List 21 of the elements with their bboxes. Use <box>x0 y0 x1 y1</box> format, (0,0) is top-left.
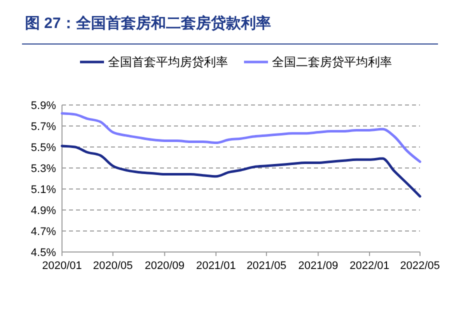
legend-label: 全国二套房贷平均利率 <box>272 55 392 69</box>
y-tick-label: 5.3% <box>30 163 56 175</box>
legend-label: 全国首套平均房贷利率 <box>108 55 228 69</box>
x-tick-label: 2020/05 <box>93 260 133 272</box>
y-tick-label: 4.5% <box>30 247 56 259</box>
y-tick-label: 4.9% <box>30 205 56 217</box>
y-tick-label: 5.9% <box>30 100 56 112</box>
x-tick-label: 2021/05 <box>246 260 286 272</box>
x-tick-label: 2020/09 <box>144 260 185 272</box>
x-tick-label: 2022/05 <box>400 260 440 272</box>
x-tick-label: 2021/09 <box>298 260 338 272</box>
y-tick-label: 5.5% <box>30 142 56 154</box>
line-series <box>60 144 422 198</box>
x-tick-label: 2021/01 <box>196 260 236 272</box>
x-tick-label: 2020/01 <box>42 260 82 272</box>
y-tick-label: 4.7% <box>30 226 56 238</box>
x-tick-label: 2022/01 <box>350 260 390 272</box>
y-tick-label: 5.1% <box>30 184 56 196</box>
chart-title: 图 27：全国首套房和二套房贷款利率 <box>25 14 271 32</box>
line-series <box>60 112 422 163</box>
y-tick-label: 5.7% <box>30 121 56 133</box>
